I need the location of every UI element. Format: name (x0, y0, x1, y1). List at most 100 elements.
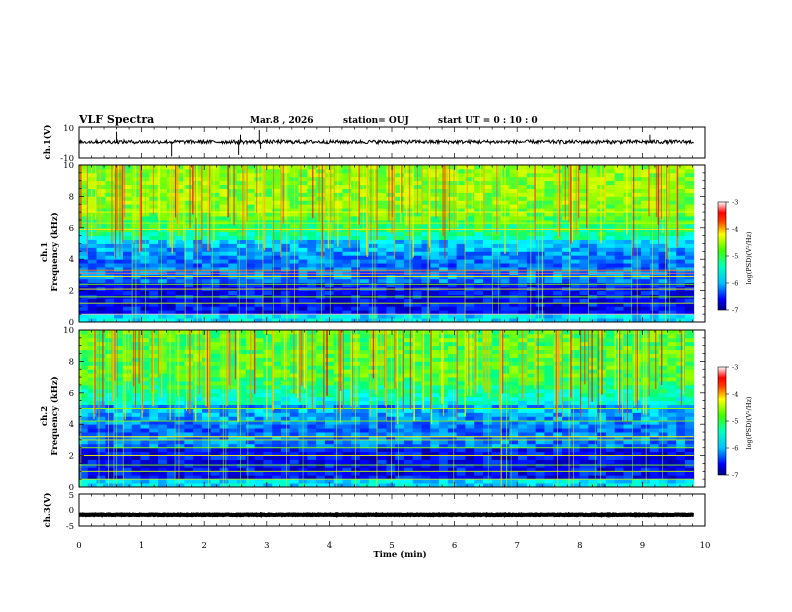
spec-cell (518, 204, 528, 209)
spec-cell (403, 263, 414, 268)
spec-cell (149, 216, 159, 221)
spec-cell (360, 263, 370, 268)
spec-cell (579, 243, 589, 248)
spec-cell (114, 439, 124, 445)
spec-cell (307, 223, 317, 229)
spec-cell (395, 247, 405, 252)
spec-cell (649, 459, 659, 464)
spec-cell (219, 251, 229, 256)
spec-cell (684, 200, 695, 205)
spec-cell (245, 216, 256, 221)
spec-cell (430, 223, 440, 229)
spec-cell (166, 247, 176, 252)
spec-cell (500, 282, 510, 288)
spec-cell (324, 447, 335, 453)
spec-cell (333, 483, 343, 488)
spec-cell (263, 318, 273, 323)
spec-cell (403, 443, 414, 449)
spec-cell (395, 263, 405, 268)
spec-cell (684, 259, 695, 264)
spec-cell (474, 451, 484, 457)
spec-cell (386, 463, 396, 468)
spec-cell (193, 412, 203, 417)
spec-cell (562, 435, 572, 441)
spec-cell (641, 282, 651, 288)
spec-cell (386, 459, 396, 464)
spec-cell (456, 196, 466, 201)
spec-cell (254, 223, 264, 229)
spec-cell (140, 420, 150, 425)
spec-cell (368, 306, 378, 311)
spec-cell (649, 428, 659, 433)
spec-cell (509, 435, 519, 441)
freq-tick-label: 8 (69, 192, 74, 202)
spec-cell (175, 306, 185, 311)
spec-cell (131, 463, 141, 468)
spec-cell (605, 259, 616, 264)
spec-cell (193, 216, 203, 221)
spec-cell (474, 467, 484, 472)
spec-cell (632, 479, 642, 484)
spec-cell (676, 172, 686, 178)
spec-cell (105, 278, 115, 284)
spec-cell (237, 471, 247, 476)
spec-cell (403, 172, 414, 178)
spec-cell (456, 404, 466, 409)
spec-cell (298, 302, 308, 307)
spec-cell (272, 216, 282, 221)
spec-cell (298, 192, 308, 197)
spec-cell (210, 479, 220, 484)
spec-cell (544, 310, 554, 315)
spec-cell (579, 400, 589, 405)
spec-cell (193, 483, 203, 488)
spec-cell (526, 255, 537, 260)
spec-cell (184, 184, 194, 189)
spec-cell (614, 165, 624, 170)
spec-cell (316, 439, 326, 445)
spec-cell (597, 479, 607, 484)
spec-cell (684, 212, 695, 217)
spec-cell (482, 231, 493, 237)
spec-cell (447, 451, 458, 457)
spec-cell (500, 274, 510, 280)
spec-cell (649, 239, 659, 244)
spec-cell (579, 302, 589, 307)
spec-cell (210, 239, 220, 244)
spec-cell (324, 216, 335, 221)
spec-cell (360, 227, 370, 233)
spec-cell (641, 428, 651, 433)
spec-cell (684, 475, 695, 480)
spec-cell (324, 219, 335, 225)
spec-cell (254, 451, 264, 457)
spec-cell (316, 219, 326, 225)
spec-cell (158, 216, 168, 221)
spec-cell (509, 208, 519, 213)
spec-cell (105, 424, 115, 429)
spec-cell (456, 259, 466, 264)
spec-cell (509, 392, 519, 398)
spec-cell (491, 247, 501, 252)
spec-cell (474, 310, 484, 315)
spec-cell (386, 471, 396, 476)
spec-cell (509, 310, 519, 315)
spec-cell (149, 447, 159, 453)
spec-cell (324, 302, 335, 307)
spec-cell (316, 231, 326, 237)
spec-cell (614, 306, 624, 311)
spec-cell (342, 424, 352, 429)
spec-cell (649, 306, 659, 311)
spec-cell (140, 251, 150, 256)
spec-cell (280, 467, 291, 472)
spec-cell (351, 388, 361, 394)
spec-cell (579, 176, 589, 182)
spec-cell (166, 204, 176, 209)
spec-cell (114, 216, 124, 221)
spec-cell (140, 247, 150, 252)
spec-cell (395, 208, 405, 213)
ch1-waveform-panel: 10 -10 ch.1(V) (42, 124, 706, 164)
spec-cell (228, 420, 238, 425)
spec-cell (421, 435, 431, 441)
spec-cell (79, 447, 89, 453)
spec-cell (175, 263, 185, 268)
spec-cell (219, 298, 229, 303)
